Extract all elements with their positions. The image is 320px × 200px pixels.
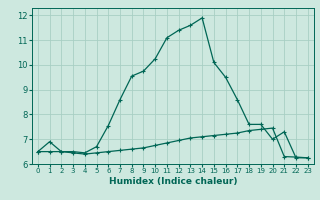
X-axis label: Humidex (Indice chaleur): Humidex (Indice chaleur) — [108, 177, 237, 186]
